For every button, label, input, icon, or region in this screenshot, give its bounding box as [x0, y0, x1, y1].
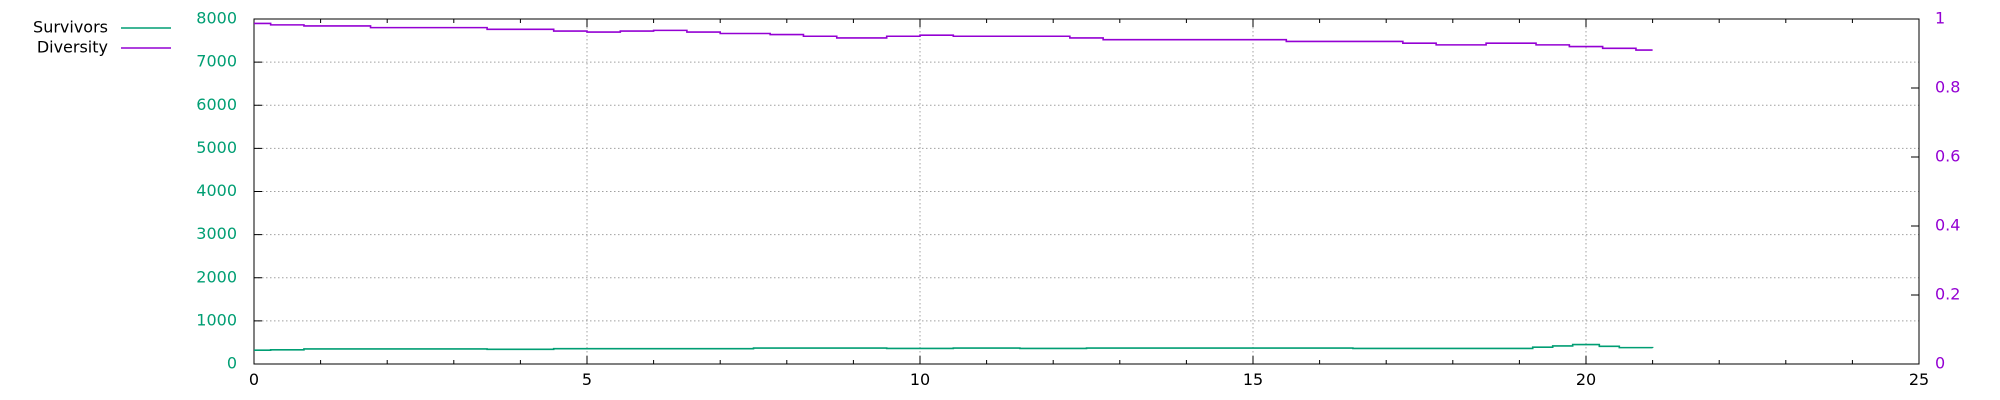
series-line-diversity — [254, 22, 1653, 51]
y-left-tick-label: 6000 — [196, 95, 237, 114]
x-tick-label: 5 — [582, 370, 592, 389]
x-tick-label: 20 — [1576, 370, 1596, 389]
y-right-tick-label: 0.6 — [1935, 147, 1960, 166]
y-right-tick-label: 0 — [1935, 354, 1945, 373]
series-line-survivors — [254, 343, 1654, 351]
series-lines — [254, 22, 1654, 351]
y-left-tick-label: 0 — [227, 354, 237, 373]
y-right-tick-label: 1 — [1935, 9, 1945, 28]
legend-label: Diversity — [37, 38, 108, 57]
y-left-tick-label: 4000 — [196, 181, 237, 200]
x-tick-label: 10 — [910, 370, 930, 389]
y-left-tick-label: 3000 — [196, 224, 237, 243]
x-tick-label: 25 — [1909, 370, 1929, 389]
x-tick-label: 0 — [249, 370, 259, 389]
y-left-tick-label: 8000 — [196, 9, 237, 28]
legend-label: Survivors — [33, 18, 108, 37]
x-tick-label: 15 — [1243, 370, 1263, 389]
grid — [254, 19, 1919, 364]
y-left-tick-label: 1000 — [196, 310, 237, 329]
y-right-tick-label: 0.8 — [1935, 78, 1960, 97]
y-right-tick-label: 0.4 — [1935, 216, 1960, 235]
y-left-tick-label: 2000 — [196, 267, 237, 286]
y-right-tick-label: 0.2 — [1935, 285, 1960, 304]
y-left-tick-label: 7000 — [196, 52, 237, 71]
y-left-tick-label: 5000 — [196, 138, 237, 157]
axis-ticks: 0 1000 2000 3000 4000 5000 6000 7000 8000 0 0.2 0.4… — [196, 9, 1960, 390]
